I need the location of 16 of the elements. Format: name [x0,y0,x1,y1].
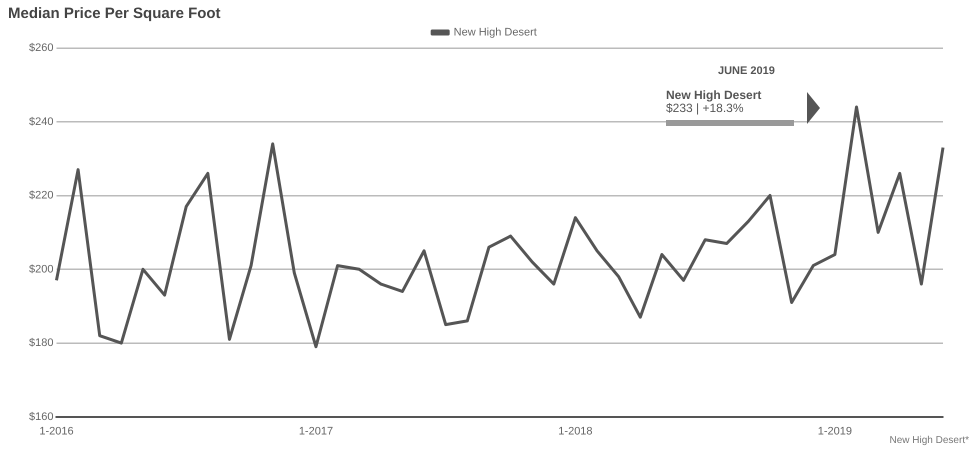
y-tick-label: $240 [28,116,54,128]
y-tick-label: $200 [28,263,54,276]
x-tick-label: 1-2019 [818,425,852,438]
x-tick-label: 1-2016 [39,425,74,438]
chart-title: Median Price Per Square Foot [8,5,221,23]
x-tick-label: 1-2017 [298,425,334,438]
annotation: JUNE 2019 [718,65,775,78]
y-tick-label: $260 [28,42,54,54]
annotation: New High Desert [666,88,762,102]
text: New High Desert* [890,434,969,447]
x-tick-label: 1-2018 [558,425,593,438]
y-tick-label: $160 [28,410,54,423]
y-tick-label: $220 [28,190,54,202]
legend-label: New High Desert [454,26,537,39]
y-tick-label: $180 [28,337,54,350]
annotation: $233 | +18.3% [666,101,744,115]
